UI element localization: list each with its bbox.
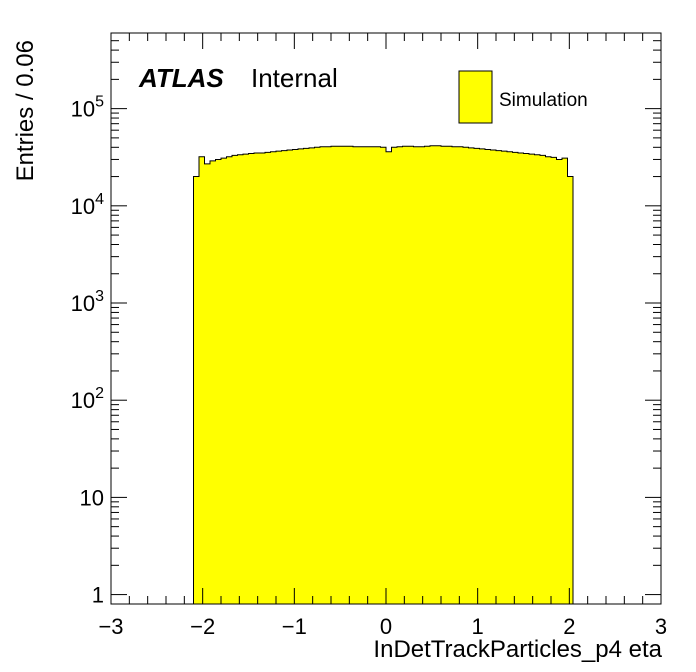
histogram-bin bbox=[292, 149, 299, 605]
histogram-bin bbox=[336, 146, 343, 604]
histogram-bin bbox=[391, 147, 398, 604]
histogram-bin bbox=[490, 150, 497, 604]
histogram-bin bbox=[331, 146, 337, 604]
histogram-bin bbox=[226, 156, 233, 604]
x-tick-label: 0 bbox=[380, 614, 392, 639]
histogram-bin bbox=[512, 152, 519, 604]
histogram-bin bbox=[496, 150, 502, 604]
histogram-bin bbox=[215, 159, 222, 604]
histogram-bin bbox=[369, 146, 376, 604]
histogram-bin bbox=[386, 151, 392, 604]
histogram-bin bbox=[446, 146, 453, 604]
histogram-bin bbox=[353, 146, 359, 604]
histogram-bin bbox=[501, 151, 508, 604]
histogram-bin bbox=[193, 176, 200, 604]
atlas-label: ATLAS bbox=[138, 63, 224, 93]
y-tick-label: 1 bbox=[92, 583, 104, 608]
y-tick-label: 105 bbox=[71, 94, 104, 122]
histogram-bin bbox=[380, 147, 387, 604]
histogram-bin bbox=[259, 152, 266, 604]
histogram-bin bbox=[243, 154, 249, 604]
histogram-bin bbox=[375, 146, 381, 604]
y-tick-label: 102 bbox=[71, 385, 104, 413]
histogram-bin bbox=[210, 160, 216, 605]
histogram-bin bbox=[567, 176, 574, 604]
histogram-bars bbox=[193, 145, 574, 605]
histogram-bin bbox=[358, 146, 365, 604]
histogram-bin bbox=[518, 152, 524, 604]
histogram-bin bbox=[408, 146, 414, 604]
histogram-bin bbox=[485, 149, 491, 605]
histogram-bin bbox=[452, 146, 458, 604]
x-axis-ticks bbox=[110, 33, 662, 604]
histogram-bin bbox=[232, 155, 238, 604]
histogram-bin bbox=[468, 147, 475, 604]
histogram-bin bbox=[435, 145, 442, 604]
y-axis-label: Entries / 0.06 bbox=[12, 40, 39, 181]
histogram-bin bbox=[221, 158, 227, 604]
histogram-bin bbox=[479, 148, 486, 604]
x-tick-label: 3 bbox=[655, 614, 667, 639]
histogram-bin bbox=[309, 147, 315, 604]
histogram-bin bbox=[551, 157, 557, 605]
histogram-bin bbox=[364, 146, 370, 604]
histogram-bin bbox=[320, 146, 326, 604]
y-tick-label: 10 bbox=[80, 485, 104, 510]
histogram-outline bbox=[193, 145, 574, 604]
x-tick-label: 2 bbox=[563, 614, 575, 639]
y-tick-label: 103 bbox=[71, 288, 104, 316]
atlas-status-label: Internal bbox=[251, 63, 338, 93]
histogram-bin bbox=[265, 152, 271, 604]
histogram-bin bbox=[298, 148, 304, 604]
histogram-bin bbox=[270, 151, 277, 604]
histogram-bin bbox=[529, 154, 535, 604]
histogram-bin bbox=[254, 152, 260, 604]
histogram-bin bbox=[474, 148, 480, 604]
histogram-bin bbox=[430, 145, 436, 604]
histogram-bin bbox=[402, 146, 409, 604]
x-axis-label: InDetTrackParticles_p4 eta bbox=[373, 636, 662, 663]
x-tick-label: −2 bbox=[190, 614, 215, 639]
histogram-bin bbox=[441, 146, 447, 604]
histogram-bin bbox=[562, 158, 568, 604]
histogram-bin bbox=[463, 147, 469, 604]
histogram-bin bbox=[281, 150, 288, 604]
y-tick-label: 104 bbox=[71, 191, 104, 219]
histogram-bin bbox=[204, 163, 211, 605]
histogram-bin bbox=[523, 153, 530, 605]
histogram-bin bbox=[276, 151, 282, 604]
y-axis-ticks bbox=[111, 32, 661, 596]
histogram-bin bbox=[314, 147, 321, 604]
legend-swatch-simulation bbox=[458, 70, 493, 124]
legend: Simulation bbox=[458, 70, 588, 124]
x-tick-label: −3 bbox=[98, 614, 123, 639]
histogram-bin bbox=[237, 154, 244, 604]
histogram-bin bbox=[424, 146, 431, 604]
histogram-bin bbox=[287, 150, 293, 604]
histogram-bin bbox=[419, 146, 425, 604]
histogram-bin bbox=[556, 159, 563, 604]
x-axis-tick-labels: −3 −2 −1 0 1 2 3 bbox=[98, 614, 667, 639]
histogram-bin bbox=[507, 151, 513, 604]
x-tick-label: −1 bbox=[282, 614, 307, 639]
legend-label-simulation: Simulation bbox=[499, 90, 588, 111]
x-tick-label: 1 bbox=[472, 614, 484, 639]
histogram-bin bbox=[545, 156, 552, 604]
histogram-bin bbox=[325, 146, 332, 604]
histogram-bin bbox=[397, 146, 403, 604]
histogram-bin bbox=[540, 155, 546, 604]
histogram-bin bbox=[342, 146, 348, 604]
histogram-bin bbox=[534, 154, 541, 604]
histogram-bin bbox=[457, 146, 464, 604]
histogram-bin bbox=[303, 148, 310, 604]
y-axis-tick-labels: 1 10 102 103 104 105 bbox=[71, 94, 104, 608]
histogram-bin bbox=[248, 153, 255, 605]
histogram-bin bbox=[199, 156, 205, 604]
histogram-bin bbox=[413, 146, 420, 604]
histogram-bin bbox=[347, 146, 354, 604]
